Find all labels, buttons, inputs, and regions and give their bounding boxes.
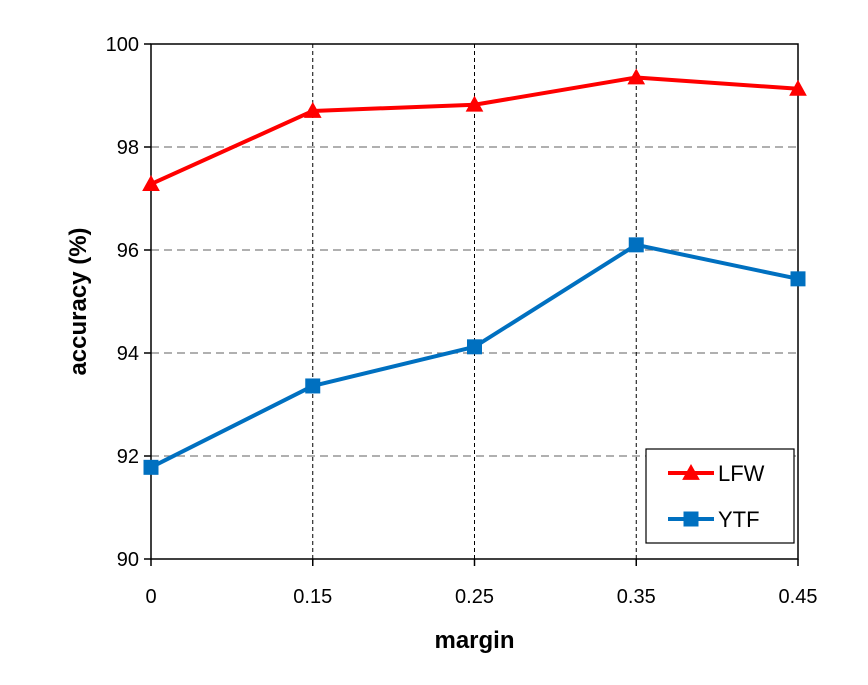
y-tick-label: 100 [106,34,139,56]
series-lfw [142,68,807,191]
legend-items: LFW YTF [668,461,765,532]
x-tick-label: 0.45 [779,586,818,608]
x-tick-label: 0.25 [455,586,494,608]
legend-marker [683,511,699,527]
series-layer [142,68,807,475]
data-point-ytf [467,339,482,355]
x-axis-title: margin [434,627,514,654]
legend-label: LFW [718,461,765,486]
y-tick-label: 94 [117,343,139,365]
x-axis-ticks: 0 0.15 0.25 0.35 0.45 [145,559,817,608]
data-point-ytf [790,271,806,287]
data-point-lfw [627,68,646,85]
y-tick-label: 90 [117,549,139,571]
x-tick-label: 0.15 [293,586,332,608]
data-point-lfw [142,175,160,191]
y-tick-label: 96 [117,240,139,262]
legend-marker [682,463,700,480]
legend-item-ytf: YTF [668,507,760,532]
y-axis-ticks: 90 92 94 96 98 100 [106,34,151,571]
y-tick-label: 98 [117,137,139,159]
legend-label: YTF [718,507,760,532]
legend: LFW YTF [645,448,795,544]
data-point-lfw [465,95,484,112]
legend-box [645,448,795,544]
y-axis-title: accuracy (%) [65,227,92,375]
series-ytf [143,237,806,475]
legend-item-lfw: LFW [668,461,765,486]
x-tick-label: 0 [145,586,156,608]
y-tick-label: 92 [117,446,139,468]
data-point-ytf [628,237,644,253]
data-point-lfw [303,101,322,118]
data-point-ytf [143,459,159,475]
data-point-ytf [305,378,321,394]
data-point-lfw [789,79,807,96]
x-tick-label: 0.35 [617,586,656,608]
